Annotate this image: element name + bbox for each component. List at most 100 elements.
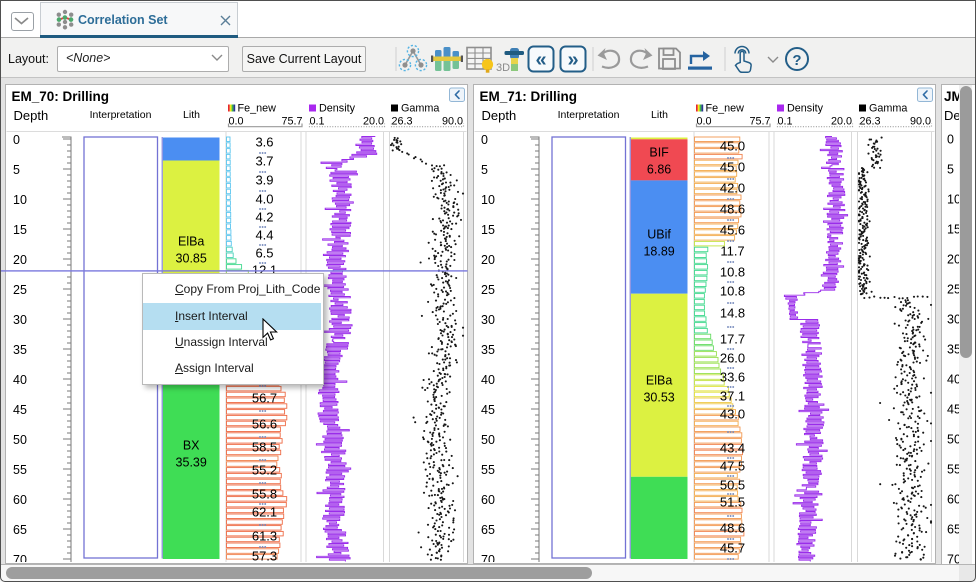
svg-text:65: 65 [13,523,27,537]
svg-text:30.53: 30.53 [643,391,674,405]
svg-text:70: 70 [947,553,961,567]
svg-text:3.7: 3.7 [255,154,273,169]
svg-text:Lith: Lith [651,109,668,121]
svg-text:18.89: 18.89 [643,245,674,259]
svg-text:3D: 3D [496,62,510,74]
svg-text:Fe_new: Fe_new [238,103,277,115]
svg-text:0.1: 0.1 [310,116,325,128]
svg-text:26.3: 26.3 [860,116,881,128]
svg-text:0.0: 0.0 [229,116,244,128]
svg-text:4.4: 4.4 [255,228,273,243]
svg-text:10.8: 10.8 [720,265,745,280]
svg-text:5: 5 [481,163,488,177]
svg-text:26.0: 26.0 [720,351,745,366]
svg-text:6.5: 6.5 [255,246,273,261]
svg-text:58.5: 58.5 [252,440,277,455]
svg-text:10: 10 [13,193,27,207]
svg-text:35: 35 [13,343,27,357]
svg-text:»: » [567,49,578,71]
svg-text:40: 40 [481,373,495,387]
svg-text:43.4: 43.4 [720,441,745,456]
svg-text:45: 45 [13,403,27,417]
svg-text:10: 10 [481,193,495,207]
svg-text:65: 65 [481,523,495,537]
svg-text:5: 5 [947,163,954,177]
svg-text:0: 0 [481,133,488,147]
svg-text:50: 50 [947,433,961,447]
svg-text:37.1: 37.1 [720,389,745,404]
svg-text:?: ? [792,52,801,69]
svg-text:42.0: 42.0 [720,181,745,196]
svg-text:5: 5 [13,163,20,177]
svg-text:51.5: 51.5 [720,495,745,510]
svg-text:47.5: 47.5 [720,459,745,474]
svg-text:55: 55 [13,463,27,477]
svg-text:60: 60 [481,493,495,507]
svg-text:48.6: 48.6 [720,521,745,536]
svg-text:17.7: 17.7 [720,332,745,347]
svg-text:20: 20 [13,253,27,267]
svg-text:Depth: Depth [482,108,517,123]
svg-text:30.85: 30.85 [176,252,207,266]
svg-text:50: 50 [481,433,495,447]
svg-text:EM_71: Drilling: EM_71: Drilling [480,89,578,104]
svg-text:0: 0 [13,133,20,147]
svg-text:Gamma: Gamma [401,103,439,115]
svg-text:56.7: 56.7 [252,391,277,406]
svg-text:0.1: 0.1 [778,116,793,128]
svg-text:«: « [535,49,546,71]
svg-text:0: 0 [947,133,954,147]
svg-text:ElBa: ElBa [178,235,204,249]
svg-text:Gamma: Gamma [869,103,907,115]
svg-text:35: 35 [947,343,961,357]
svg-text:40: 40 [947,373,961,387]
svg-text:25: 25 [481,283,495,297]
svg-text:20: 20 [947,253,961,267]
svg-text:43.0: 43.0 [720,407,745,422]
svg-text:45.0: 45.0 [720,160,745,175]
svg-text:50: 50 [13,433,27,447]
svg-text:20.0: 20.0 [831,116,852,128]
svg-text:50.5: 50.5 [720,478,745,493]
svg-text:70: 70 [13,553,27,567]
svg-text:Density: Density [319,103,356,115]
svg-text:90.0: 90.0 [442,116,463,128]
svg-text:Fe_new: Fe_new [706,103,745,115]
svg-text:BX: BX [183,439,200,453]
svg-text:Lith: Lith [183,109,200,121]
svg-text:EM_70: Drilling: EM_70: Drilling [12,89,110,104]
svg-text:56.6: 56.6 [252,417,277,432]
svg-text:14.8: 14.8 [720,306,745,321]
svg-text:3.9: 3.9 [255,173,273,188]
svg-text:Interpretation: Interpretation [90,109,152,121]
svg-text:65: 65 [947,523,961,537]
svg-text:55.8: 55.8 [252,487,277,502]
svg-text:4.0: 4.0 [255,192,273,207]
svg-text:30: 30 [481,313,495,327]
svg-text:62.1: 62.1 [252,505,277,520]
svg-text:55: 55 [481,463,495,477]
svg-text:90.0: 90.0 [910,116,931,128]
svg-text:20: 20 [481,253,495,267]
svg-text:48.6: 48.6 [720,202,745,217]
svg-text:11.7: 11.7 [720,244,744,259]
svg-text:Depth: Depth [14,108,49,123]
svg-text:15: 15 [13,223,27,237]
svg-text:6.86: 6.86 [647,163,671,177]
svg-text:BIF: BIF [649,146,669,160]
svg-text:35: 35 [481,343,495,357]
svg-text:40: 40 [13,373,27,387]
svg-text:ElBa: ElBa [646,374,672,388]
svg-text:15: 15 [481,223,495,237]
svg-text:61.3: 61.3 [252,529,277,544]
svg-text:30: 30 [13,313,27,327]
svg-text:0.0: 0.0 [697,116,712,128]
svg-text:33.6: 33.6 [720,370,745,385]
svg-text:60: 60 [947,493,961,507]
svg-text:35.39: 35.39 [176,456,207,470]
svg-text:57.3: 57.3 [252,549,277,564]
svg-text:4.2: 4.2 [255,210,273,225]
svg-text:55.2: 55.2 [252,463,277,478]
svg-text:10.8: 10.8 [720,284,745,299]
svg-text:70: 70 [481,553,495,567]
